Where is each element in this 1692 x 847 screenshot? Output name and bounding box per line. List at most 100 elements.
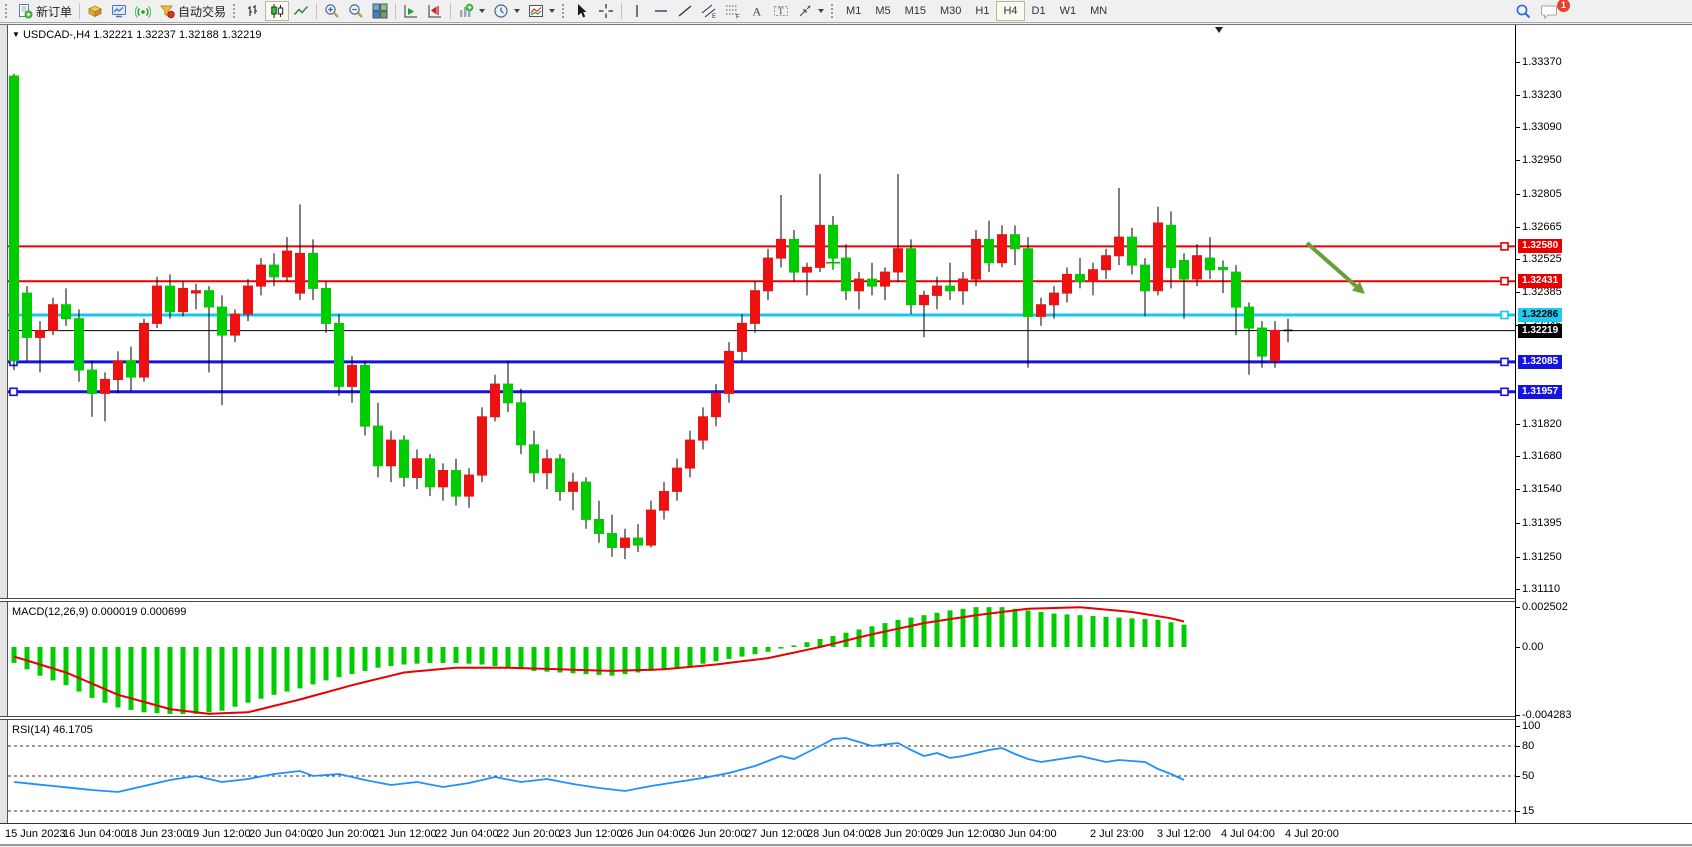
chart-shift-marker[interactable] — [1215, 27, 1223, 33]
resistance-line-2[interactable] — [8, 276, 1515, 286]
text-button[interactable]: A — [745, 1, 769, 21]
axis-tick — [1516, 160, 1520, 161]
auto-scroll-icon — [403, 3, 419, 19]
svg-text:E: E — [712, 14, 716, 19]
timeframe-m15-button[interactable]: M15 — [898, 1, 933, 21]
bar-chart-button[interactable] — [241, 1, 265, 21]
chart-shift-button[interactable] — [423, 1, 447, 21]
axis-tick — [1516, 489, 1520, 490]
equidistant-channel-button[interactable]: E — [697, 1, 721, 21]
time-tick-label: 27 Jun 12:00 — [745, 828, 809, 840]
price-axis[interactable]: 1.33370 1.33230 1.33090 1.32950 1.32805 1.326… — [1515, 25, 1692, 823]
search-button[interactable] — [1511, 1, 1536, 21]
axis-tick — [1516, 292, 1520, 293]
axis-tick — [1516, 557, 1520, 558]
templates-button[interactable] — [524, 1, 559, 21]
text-label-button[interactable]: T — [769, 1, 793, 21]
navigator-button[interactable] — [107, 1, 131, 21]
price-tick-label: 1.33090 — [1522, 121, 1562, 133]
timeframe-d1-button[interactable]: D1 — [1025, 1, 1053, 21]
timeframe-m30-button[interactable]: M30 — [933, 1, 968, 21]
vertical-line-icon — [629, 3, 645, 19]
toolbar-grip[interactable] — [5, 4, 10, 18]
support-line-1[interactable] — [8, 357, 1515, 367]
toolbar-grip[interactable] — [562, 4, 567, 18]
timeframe-m1-button[interactable]: M1 — [839, 1, 868, 21]
indicators-icon — [458, 3, 474, 19]
rsi-pane[interactable]: RSI(14) 46.1705 — [8, 720, 1515, 823]
price-tick-label: 1.31110 — [1522, 583, 1561, 595]
chart-title: ▼ USDCAD-,H4 1.32221 1.32237 1.32188 1.3… — [12, 29, 262, 41]
chart-collapse-icon[interactable]: ▼ — [12, 30, 20, 39]
pane-splitter[interactable] — [0, 598, 1692, 602]
timeframe-m5-button[interactable]: M5 — [868, 1, 897, 21]
autotrading-button[interactable]: 自动交易 — [155, 1, 230, 21]
time-tick-label: 22 Jun 04:00 — [435, 828, 499, 840]
pane-splitter[interactable] — [0, 716, 1692, 720]
vertical-line-button[interactable] — [625, 1, 649, 21]
macd-pane[interactable]: MACD(12,26,9) 0.000019 0.000699 — [8, 602, 1515, 716]
macd-signal-line — [13, 606, 1185, 715]
price-badge: 1.32085 — [1518, 355, 1563, 369]
timeframe-h4-button[interactable]: H4 — [996, 1, 1025, 21]
axis-tick — [1516, 523, 1520, 524]
rsi-tick-label: 100 — [1522, 720, 1541, 732]
price-pane[interactable]: ▼ USDCAD-,H4 1.32221 1.32237 1.32188 1.3… — [8, 25, 1515, 598]
candlestick-chart-button[interactable] — [265, 1, 290, 21]
price-tick-label: 1.32525 — [1522, 253, 1562, 265]
zoom-in-button[interactable] — [320, 1, 344, 21]
time-axis[interactable]: 15 Jun 2023 16 Jun 04:00 18 Jun 23:00 19 Ju… — [0, 823, 1692, 846]
notification-badge: 1 — [1557, 0, 1570, 12]
time-tick-label: 20 Jun 20:00 — [311, 828, 375, 840]
arrows-button[interactable] — [793, 1, 828, 21]
arrow-object[interactable] — [1305, 241, 1365, 294]
toolbar-grip[interactable] — [233, 4, 238, 18]
time-tick-label: 2 Jul 23:00 — [1090, 828, 1144, 840]
line-handle[interactable] — [9, 387, 18, 397]
window-left-edge[interactable] — [0, 25, 8, 846]
chat-button[interactable] — [1536, 1, 1562, 21]
time-tick-label: 26 Jun 04:00 — [621, 828, 685, 840]
horizontal-line-button[interactable] — [649, 1, 673, 21]
periods-button[interactable] — [489, 1, 524, 21]
autotrading-label: 自动交易 — [178, 4, 227, 19]
rsi-tick-label: 80 — [1522, 740, 1535, 752]
cursor-button[interactable] — [570, 1, 594, 21]
timeframe-w1-button[interactable]: W1 — [1053, 1, 1084, 21]
macd-label: MACD(12,26,9) 0.000019 0.000699 — [12, 606, 187, 618]
line-chart-button[interactable] — [289, 1, 313, 21]
arrows-icon — [797, 3, 813, 19]
toolbar-separator — [621, 3, 623, 19]
market-watch-button[interactable] — [83, 1, 107, 21]
svg-text:A: A — [753, 5, 762, 19]
resistance-line-1[interactable] — [8, 242, 1515, 251]
price-tick-label: 1.31820 — [1522, 418, 1562, 430]
new-order-button[interactable]: 新订单 — [13, 1, 76, 21]
crosshair-button[interactable] — [594, 1, 618, 21]
price-tick-label: 1.31250 — [1522, 551, 1562, 563]
periods-icon — [493, 3, 509, 19]
fibonacci-button[interactable]: F — [721, 1, 745, 21]
auto-scroll-button[interactable] — [399, 1, 423, 21]
toolbar-grip[interactable] — [831, 4, 836, 18]
line-handle[interactable] — [1500, 310, 1509, 320]
cross-marker[interactable] — [826, 255, 840, 270]
line-handle[interactable] — [1500, 357, 1509, 367]
tile-windows-button[interactable] — [368, 1, 392, 21]
zoom-out-button[interactable] — [344, 1, 368, 21]
line-handle[interactable] — [1500, 242, 1509, 251]
line-handle[interactable] — [1500, 276, 1509, 286]
timeframe-mn-button[interactable]: MN — [1083, 1, 1114, 21]
axis-tick — [1516, 95, 1520, 96]
support-line-2[interactable] — [8, 387, 1515, 397]
chevron-down-icon — [549, 9, 556, 13]
signal-button[interactable] — [131, 1, 155, 21]
timeframe-h1-button[interactable]: H1 — [968, 1, 996, 21]
trendline-button[interactable] — [673, 1, 697, 21]
horizontal-line-icon — [653, 3, 669, 19]
chart-symbol: USDCAD-,H4 — [22, 29, 91, 41]
line-handle[interactable] — [1500, 387, 1509, 397]
new-order-label: 新订单 — [36, 4, 73, 19]
indicators-button[interactable] — [454, 1, 489, 21]
price-tick-label: 1.31540 — [1522, 483, 1562, 495]
